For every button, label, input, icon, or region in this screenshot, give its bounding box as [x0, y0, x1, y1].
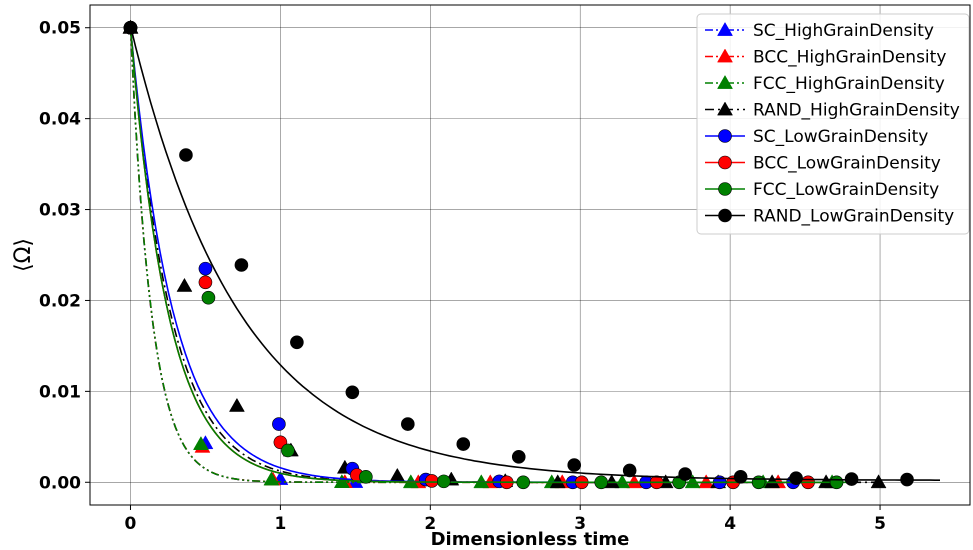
data-point: [594, 475, 609, 490]
legend-marker: [717, 74, 733, 89]
legend-marker: [717, 21, 733, 36]
legend-item: FCC_HighGrainDensity: [705, 74, 945, 94]
series-FCC_LowGrainDensity: [123, 20, 844, 490]
data-point: [290, 335, 304, 350]
series-line: [129, 25, 940, 481]
legend-label: FCC_HighGrainDensity: [753, 74, 945, 94]
data-point: [603, 474, 620, 489]
legend-item: SC_HighGrainDensity: [705, 21, 934, 41]
y-tick-label: 0.01: [39, 382, 81, 402]
data-point: [789, 471, 803, 485]
data-point: [567, 458, 582, 472]
data-point: [733, 470, 748, 484]
legend-item: RAND_HighGrainDensity: [705, 101, 960, 121]
data-point: [201, 290, 216, 305]
x-tick-label: 5: [874, 514, 886, 534]
data-point: [549, 474, 566, 489]
data-point: [179, 148, 193, 162]
data-point: [401, 417, 415, 431]
data-point: [900, 472, 914, 487]
data-point: [123, 20, 138, 35]
data-point: [281, 443, 295, 458]
y-tick-label: 0.00: [39, 473, 81, 493]
y-tick-label: 0.04: [39, 110, 81, 130]
data-point: [263, 471, 280, 486]
legend-label: SC_HighGrainDensity: [753, 21, 934, 41]
data-point: [511, 450, 526, 464]
legend-label: BCC_LowGrainDensity: [753, 154, 941, 174]
data-point: [198, 261, 213, 276]
series-line: [129, 27, 843, 484]
data-point: [176, 277, 193, 292]
legend-item: BCC_LowGrainDensity: [705, 154, 941, 174]
legend-box: [696, 13, 970, 235]
data-point: [622, 463, 637, 478]
data-point: [198, 275, 213, 290]
series-RAND_LowGrainDensity: [123, 20, 940, 487]
series-line: [129, 27, 363, 484]
data-point: [345, 385, 360, 400]
data-point: [359, 470, 373, 484]
legend-label: FCC_LowGrainDensity: [753, 180, 939, 200]
legend: SC_HighGrainDensity BCC_HighGrainDensity F…: [696, 13, 970, 235]
legend-item: BCC_HighGrainDensity: [705, 48, 946, 68]
y-tick-label: 0.02: [39, 291, 81, 311]
y-tick-label: 0.05: [39, 19, 81, 39]
data-point: [425, 474, 439, 488]
legend-item: FCC_LowGrainDensity: [705, 180, 939, 200]
legend-label: BCC_HighGrainDensity: [753, 48, 946, 68]
axis-ticks: 0 1 2 3 4 5 0.00 0.01 0.02 0.03 0.04 0.05: [39, 19, 886, 534]
data-point: [272, 417, 286, 431]
data-point: [456, 437, 471, 451]
legend-marker: [718, 208, 732, 223]
y-axis-label: ⟨Ω⟩: [11, 238, 36, 272]
legend-marker: [717, 101, 733, 116]
data-point: [614, 474, 631, 489]
series-line: [129, 27, 791, 484]
legend-item: RAND_LowGrainDensity: [705, 207, 954, 227]
data-point: [698, 474, 715, 489]
legend-item: SC_LowGrainDensity: [705, 127, 928, 147]
legend-label: RAND_HighGrainDensity: [753, 101, 960, 121]
data-point: [389, 467, 406, 482]
data-point: [751, 475, 766, 490]
data-point: [436, 474, 451, 489]
x-tick-label: 4: [724, 514, 736, 534]
data-point: [844, 472, 859, 486]
legend-marker: [717, 48, 733, 63]
data-point: [626, 474, 643, 489]
x-tick-label: 0: [125, 514, 137, 534]
data-point: [234, 258, 249, 272]
x-tick-label: 1: [274, 514, 286, 534]
plot-frame: [89, 4, 971, 506]
data-point: [193, 436, 209, 450]
legend-marker: [718, 129, 732, 143]
data-point: [818, 474, 835, 489]
data-point: [870, 474, 887, 489]
legend-marker: [718, 155, 732, 170]
y-tick-label: 0.03: [39, 201, 81, 221]
data-point: [829, 475, 844, 490]
legend-label: RAND_LowGrainDensity: [753, 207, 954, 227]
data-point: [678, 467, 692, 481]
data-point: [684, 474, 701, 489]
legend-marker: [718, 182, 732, 196]
x-axis-label: Dimensionless time: [431, 529, 630, 550]
x-tick-label: 3: [574, 514, 586, 534]
series-BCC_HighGrainDensity: [122, 19, 791, 489]
data-point: [764, 474, 781, 489]
plot-series: [122, 19, 940, 490]
data-point: [228, 397, 245, 412]
data-point: [516, 475, 531, 490]
x-tick-label: 2: [424, 514, 436, 534]
legend-label: SC_LowGrainDensity: [753, 127, 928, 147]
